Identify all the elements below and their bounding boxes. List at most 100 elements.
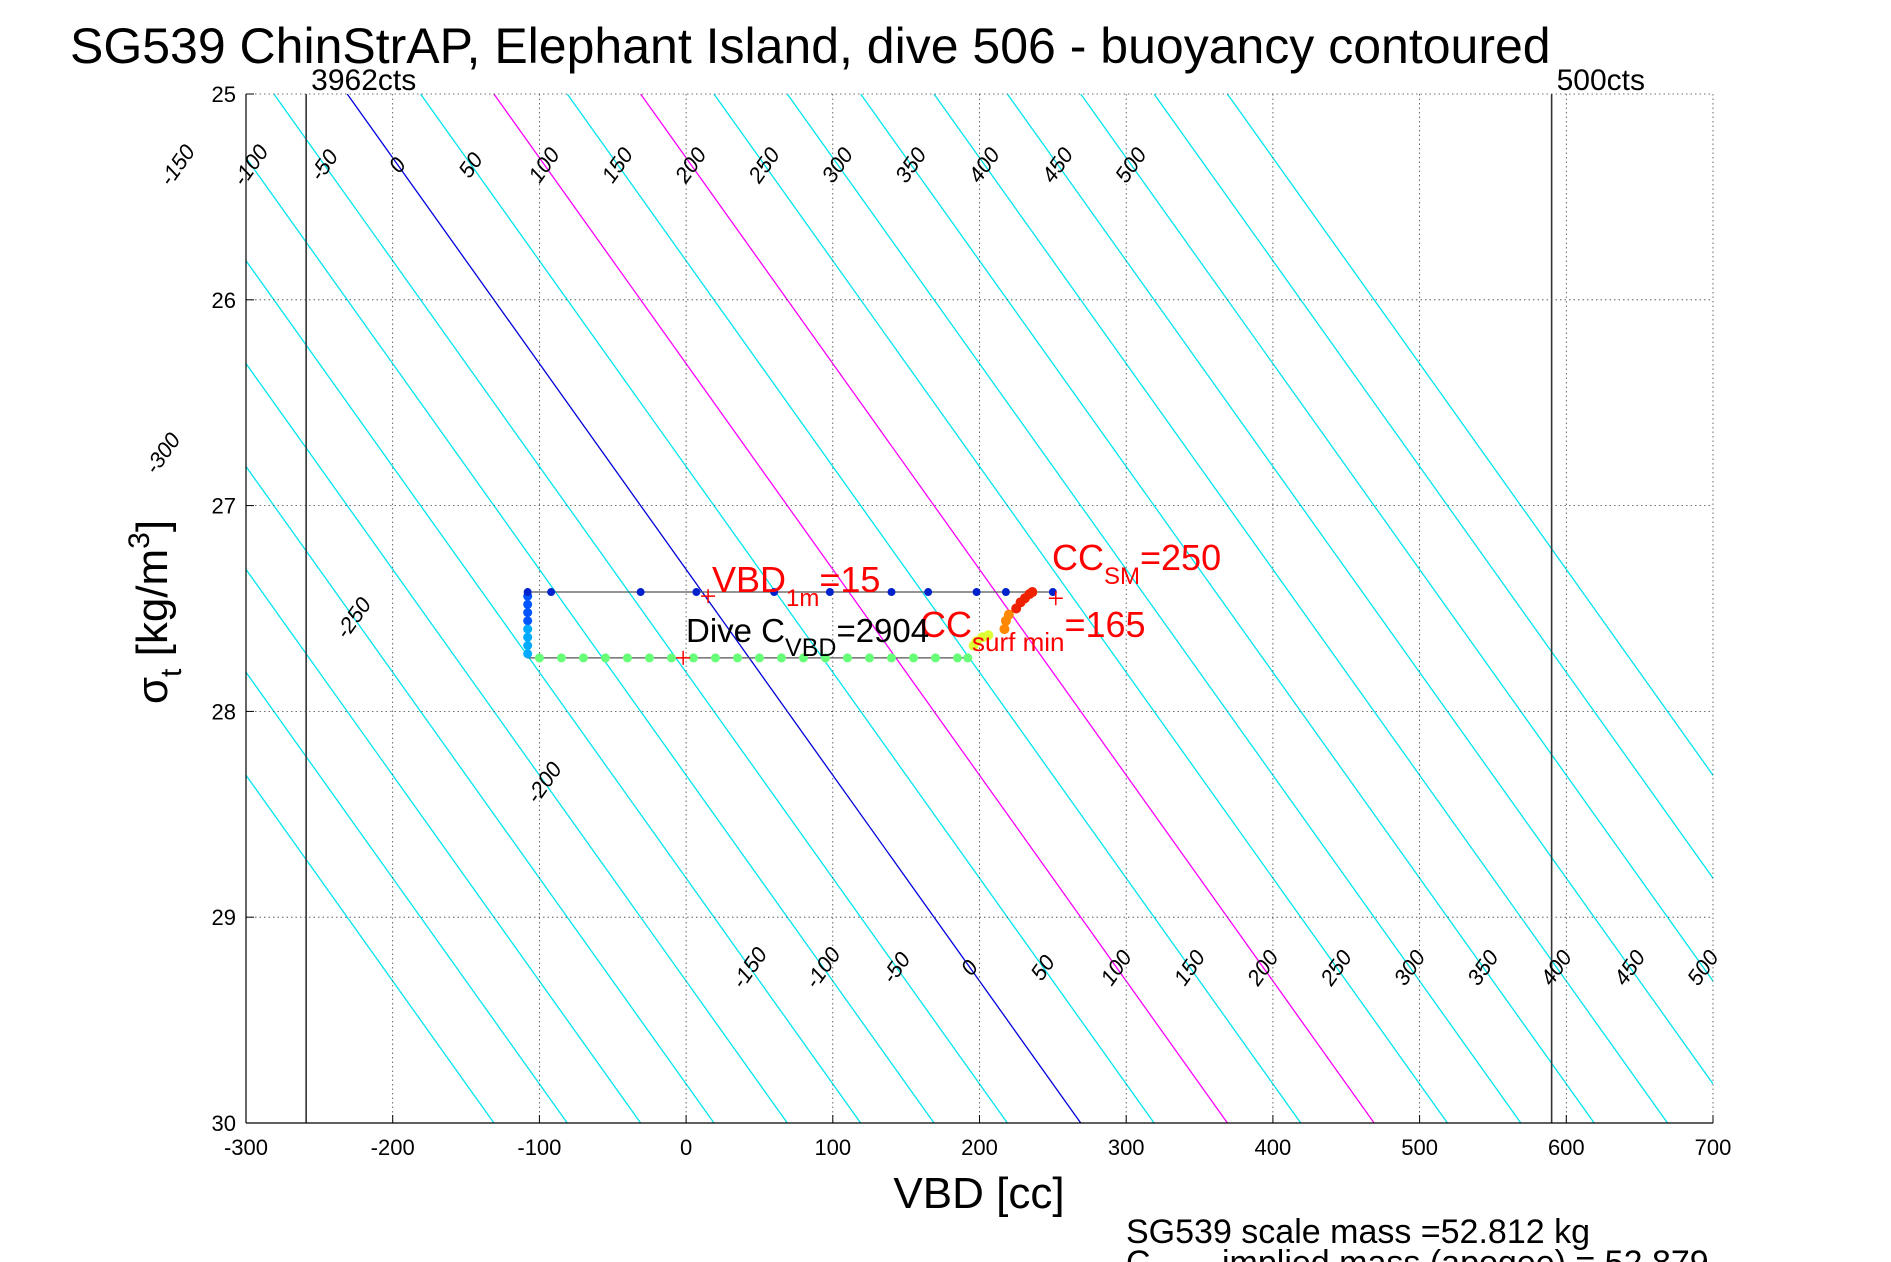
y-tick-label: 28	[212, 699, 236, 724]
annotation-divec: Dive CVBD=2904	[686, 612, 929, 662]
x-tick-label: -300	[224, 1135, 268, 1160]
y-tick-label: 30	[212, 1111, 236, 1136]
contour-label-top: 300	[816, 142, 858, 187]
contour-label-top: 50	[453, 147, 488, 182]
y-tick-label: 25	[212, 82, 236, 107]
contour-line--150	[246, 259, 862, 1123]
dive-point-bottom	[952, 653, 962, 663]
contour-label-bottom: 250	[1315, 945, 1358, 991]
contour-line--50	[273, 94, 1008, 1123]
dive-point-bottom	[776, 653, 786, 663]
dive-point-orange	[999, 624, 1010, 635]
x-tick-label: -100	[517, 1135, 561, 1160]
dive-point-left	[523, 632, 533, 642]
dive-point-left	[523, 641, 533, 651]
dive-point-bottom	[622, 653, 632, 663]
dive-point-left	[523, 616, 533, 626]
contour-label-left: -200	[521, 757, 567, 808]
dive-point-top	[1001, 588, 1010, 597]
contour-label-bottom: -100	[800, 942, 846, 993]
contour-line-200	[640, 94, 1375, 1123]
dive-point-top	[887, 588, 896, 597]
annotation-vbd1m: VBD1m=15	[712, 559, 880, 612]
dive-point-bottom	[798, 653, 808, 663]
contour-line-550	[1153, 94, 1713, 880]
dive-point-left	[523, 599, 533, 609]
contour-label-top: -150	[154, 139, 200, 190]
contour-label-top: -50	[304, 144, 343, 185]
dive-point-bottom	[963, 653, 973, 663]
x-tick-label: 0	[680, 1135, 692, 1160]
contour-line-600	[1226, 94, 1713, 777]
contour-line--350	[246, 671, 568, 1123]
footer-scale-mass: SG539 scale mass =52.812 kg	[1126, 1213, 1590, 1251]
dive-point-left	[523, 649, 533, 659]
contour-label-top: -100	[228, 139, 274, 190]
dive-point-bottom	[930, 653, 940, 663]
contour-label-bottom: 200	[1241, 945, 1284, 991]
y-axis-label: σt [kg/m3]	[123, 520, 188, 704]
dive-point-bottom	[666, 653, 676, 663]
contour-label-top: 100	[523, 142, 565, 187]
contour-label-top: 250	[743, 142, 786, 188]
x-axis-label: VBD [cc]	[893, 1169, 1064, 1218]
marker-cross	[676, 650, 691, 665]
contour-line-450	[1006, 94, 1713, 1086]
dive-point-top	[692, 588, 701, 597]
x-tick-label: 700	[1695, 1135, 1732, 1160]
contour-line-250	[713, 94, 1449, 1123]
dive-point-bottom	[842, 653, 852, 663]
contour-label-bottom: 50	[1025, 950, 1060, 985]
footer-implied-mass-prefix: C	[1126, 1244, 1151, 1262]
contour-label-top: 0	[383, 152, 411, 177]
contour-line-300	[786, 94, 1522, 1123]
dive-point-top	[636, 588, 645, 597]
contour-line--100	[246, 156, 935, 1123]
x-tick-label: 200	[961, 1135, 998, 1160]
vbd-limit-label: 500cts	[1557, 64, 1645, 97]
dive-point-bottom	[644, 653, 654, 663]
x-tick-label: 600	[1548, 1135, 1585, 1160]
dive-point-bottom	[732, 653, 742, 663]
dive-point-top	[1048, 588, 1057, 597]
dive-point-bottom	[688, 653, 698, 663]
chart-title: SG539 ChinStrAP, Elephant Island, dive 5…	[70, 18, 1551, 74]
contour-label-left: -300	[140, 427, 186, 478]
x-tick-label: -200	[371, 1135, 415, 1160]
contour-line-150	[566, 94, 1302, 1123]
dive-point-bottom	[864, 653, 874, 663]
contour-label-bottom: 150	[1169, 945, 1211, 990]
dive-point-top	[825, 588, 834, 597]
x-tick-label: 300	[1108, 1135, 1145, 1160]
contour-label-bottom: -150	[726, 942, 772, 993]
dive-point-top	[972, 588, 981, 597]
footer-implied-mass: implied mass (apogee) = 52.879	[1222, 1244, 1709, 1262]
contour-label-top: 450	[1037, 142, 1079, 187]
dive-point-bottom	[534, 653, 544, 663]
dive-point-yellow	[983, 630, 994, 641]
dive-point-bottom	[908, 653, 918, 663]
contour-line--250	[246, 465, 715, 1123]
dive-point-orange	[1003, 609, 1014, 620]
contour-line--200	[246, 362, 788, 1123]
contour-line--400	[246, 774, 495, 1123]
dive-point-bottom	[600, 653, 610, 663]
dive-point-bottom	[754, 653, 764, 663]
contour-label-top: 500	[1110, 142, 1152, 187]
marker-cross	[701, 589, 716, 604]
contour-label-top: 400	[963, 142, 1005, 187]
contour-label-top: 150	[596, 142, 638, 187]
contour-label-top: 200	[669, 142, 712, 188]
dive-point-left	[523, 624, 533, 634]
contour-label-left: -250	[330, 592, 376, 643]
dive-point-bottom	[820, 653, 830, 663]
dive-point-bottom	[886, 653, 896, 663]
contour-line-400	[933, 94, 1669, 1123]
vbd-limit-label: 3962cts	[311, 64, 416, 97]
dive-point-left	[523, 608, 533, 618]
contour-line--300	[246, 568, 642, 1123]
dive-point-bottom	[710, 653, 720, 663]
dive-point-bottom	[578, 653, 588, 663]
dive-point-top	[523, 588, 532, 597]
